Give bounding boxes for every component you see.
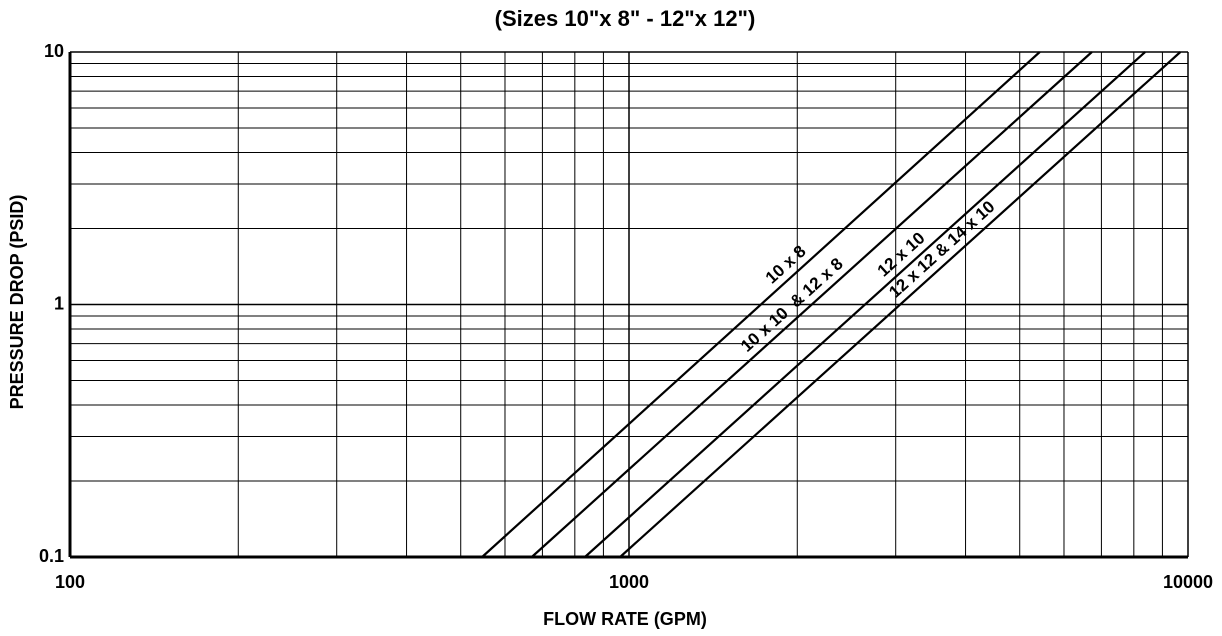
x-tick-label: 100 [55, 572, 85, 592]
series-line [531, 51, 1093, 558]
series-line [619, 51, 1182, 558]
y-tick-label: 0.1 [39, 546, 64, 566]
y-tick-label: 10 [44, 41, 64, 61]
chart-title: (Sizes 10"x 8" - 12"x 12") [495, 6, 756, 31]
series-line [481, 51, 1041, 558]
x-axis-label: FLOW RATE (GPM) [543, 609, 707, 629]
y-tick-label: 1 [54, 293, 64, 313]
x-tick-label: 1000 [609, 572, 649, 592]
y-axis-label: PRESSURE DROP (PSID) [7, 195, 27, 410]
series-line [584, 51, 1146, 558]
series-label: 10 x 8 [762, 242, 810, 288]
x-tick-label: 10000 [1163, 572, 1213, 592]
